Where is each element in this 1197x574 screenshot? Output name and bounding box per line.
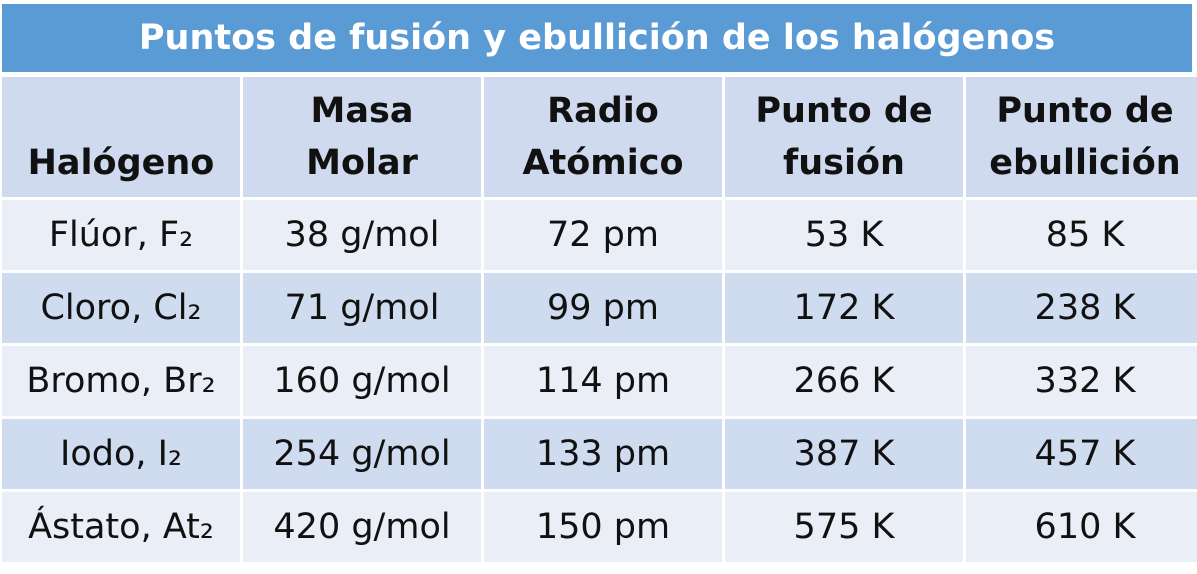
header-text: fusión	[783, 143, 905, 183]
table-cell: 266 K	[725, 346, 963, 416]
table-cell: 172 K	[725, 273, 963, 343]
header-cell: Punto de ebullición	[966, 77, 1197, 197]
table-cell: 160 g/mol	[243, 346, 481, 416]
row-label: Cloro, Cl₂	[2, 273, 240, 343]
header-text: ebullición	[989, 143, 1181, 183]
row-label: Bromo, Br₂	[2, 346, 240, 416]
header-text: Atómico	[522, 143, 684, 183]
header-text: Masa	[310, 91, 414, 131]
table-cell: 85 K	[966, 200, 1197, 270]
table-cell: 610 K	[966, 492, 1197, 562]
table-cell: 71 g/mol	[243, 273, 481, 343]
table-cell: 457 K	[966, 419, 1197, 489]
table-cell: 332 K	[966, 346, 1197, 416]
header-cell: Punto de fusión	[725, 77, 963, 197]
table-cell: 238 K	[966, 273, 1197, 343]
table-cell: 254 g/mol	[243, 419, 481, 489]
table-cell: 420 g/mol	[243, 492, 481, 562]
row-label: Flúor, F₂	[2, 200, 240, 270]
table-cell: 133 pm	[484, 419, 722, 489]
header-text: Punto de	[996, 91, 1174, 131]
data-table: Halógeno Masa Molar Radio Atómico Punto de fus…	[2, 77, 1197, 562]
table-cell: 114 pm	[484, 346, 722, 416]
header-text: Halógeno	[27, 143, 215, 183]
header-text: Molar	[306, 143, 418, 183]
row-label: Ástato, At₂	[2, 492, 240, 562]
row-label: Iodo, I₂	[2, 419, 240, 489]
header-text: Radio	[547, 91, 659, 131]
table-cell: 72 pm	[484, 200, 722, 270]
table-cell: 99 pm	[484, 273, 722, 343]
table-card: Puntos de fusión y ebullición de los hal…	[2, 4, 1197, 562]
header-cell: Masa Molar	[243, 77, 481, 197]
table-cell: 387 K	[725, 419, 963, 489]
table-title: Puntos de fusión y ebullición de los hal…	[2, 4, 1192, 72]
table-cell: 38 g/mol	[243, 200, 481, 270]
header-cell: Radio Atómico	[484, 77, 722, 197]
table-cell: 53 K	[725, 200, 963, 270]
table-cell: 575 K	[725, 492, 963, 562]
header-cell: Halógeno	[2, 77, 240, 197]
header-text: Punto de	[755, 91, 933, 131]
table-cell: 150 pm	[484, 492, 722, 562]
